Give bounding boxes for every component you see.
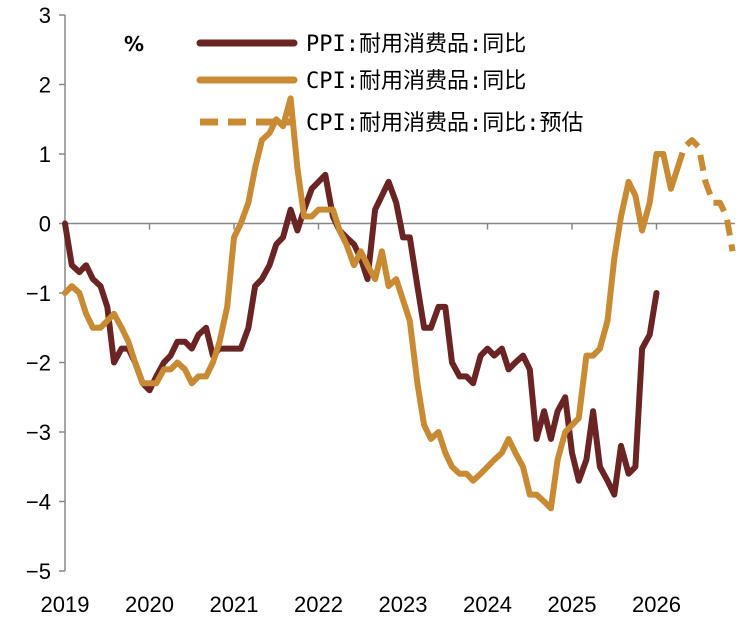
x-tick-label: 2020 <box>125 592 174 617</box>
y-tick-label: −5 <box>26 559 51 584</box>
x-tick-label: 2019 <box>41 592 90 617</box>
y-tick-label: −1 <box>26 281 51 306</box>
series-line-1 <box>62 171 660 498</box>
chart-axes <box>59 14 735 572</box>
y-tick-label: 1 <box>39 142 51 167</box>
chart-legend: PPI:耐用消费品:同比 CPI:耐用消费品:同比 CPI:耐用消费品:同比:预估 <box>196 32 583 136</box>
chart-tick-labels: 3 2 1 0 −1 −2 −3 −4 −5 2019 2020 2021 2022 2023 2024 20… <box>26 3 681 617</box>
x-tick-label: 2026 <box>632 592 681 617</box>
legend-label-1: PPI:耐用消费品:同比 <box>306 32 526 57</box>
y-tick-label: −4 <box>26 490 51 515</box>
x-tick-label: 2021 <box>210 592 259 617</box>
series-line-3 <box>674 137 736 252</box>
chart-series <box>62 95 736 512</box>
legend-label-3: CPI:耐用消费品:同比:预估 <box>306 111 583 136</box>
x-tick-label: 2023 <box>379 592 428 617</box>
y-tick-label: −3 <box>26 420 51 445</box>
series-line-2 <box>62 95 681 512</box>
y-tick-label: −2 <box>26 351 51 376</box>
x-tick-label: 2022 <box>294 592 343 617</box>
unit-label: % <box>124 32 144 56</box>
x-tick-label: 2025 <box>548 592 597 617</box>
x-tick-label: 2024 <box>463 592 512 617</box>
y-tick-label: 2 <box>39 73 51 98</box>
y-tick-label: 0 <box>39 212 51 237</box>
legend-label-2: CPI:耐用消费品:同比 <box>306 69 526 94</box>
y-tick-label: 3 <box>39 3 51 28</box>
